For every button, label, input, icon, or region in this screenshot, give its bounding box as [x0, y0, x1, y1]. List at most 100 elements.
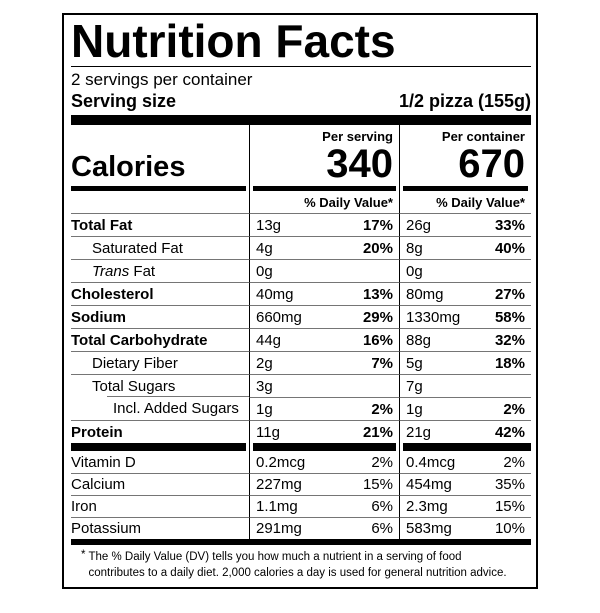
bar-segment [71, 443, 246, 451]
per-serving-dv: 7% [371, 354, 393, 372]
row-added-sugars: Incl. Added Sugars 1g 2% 1g 2% [71, 396, 531, 420]
per-serving-amount: 13g [256, 216, 282, 234]
per-container-amount: 8g [406, 239, 423, 257]
per-container-dv: 27% [494, 285, 525, 303]
calories-per-serving-value: 340 [326, 142, 393, 186]
serving-size-divider-bar [71, 115, 531, 125]
per-container-dv: 18% [494, 354, 525, 372]
row-saturated-fat: Saturated Fat 4g 20% 8g 40% [71, 236, 531, 259]
bar-segment [403, 443, 531, 451]
nutrient-name: Iron [71, 498, 97, 515]
per-serving-dv: 2% [371, 453, 393, 471]
per-serving-dv: 13% [362, 285, 393, 303]
title-divider [71, 66, 531, 67]
calories-underline-bar [71, 186, 246, 191]
nutrition-facts-label: Nutrition Facts 2 servings per container… [62, 13, 538, 589]
per-serving-amount: 11g [256, 423, 280, 441]
per-serving-amount: 44g [256, 331, 282, 349]
per-serving-dv: 2% [371, 400, 393, 418]
per-container-dv: 32% [494, 331, 525, 349]
per-serving-dv: 15% [362, 476, 393, 493]
per-serving-dv: 6% [371, 520, 393, 537]
calories-row: Calories Per serving 340 Per container 6… [71, 125, 531, 191]
per-serving-amount: 2g [256, 354, 273, 372]
per-serving-amount: 3g [256, 377, 273, 395]
row-dietary-fiber: Dietary Fiber 2g 7% 5g 18% [71, 351, 531, 374]
per-container-amount: 454mg [406, 476, 452, 493]
per-container-amount: 0.4mcg [406, 453, 456, 471]
per-serving-amount: 0g [256, 262, 273, 280]
nutrient-name: Potassium [71, 520, 142, 537]
per-container-amount: 80mg [406, 285, 444, 303]
calories-label: Calories [71, 151, 186, 183]
footnote-text: The % Daily Value (DV) tells you how muc… [88, 551, 507, 579]
per-serving-amount: 0.2mcg [256, 453, 306, 471]
nutrient-name: Cholesterol [71, 285, 154, 303]
per-container-header: Per container [441, 129, 525, 144]
nutrient-name: Total Carbohydrate [71, 331, 208, 349]
per-serving-amount: 1.1mg [256, 498, 298, 515]
per-serving-dv: 21% [362, 423, 393, 441]
per-container-dv: 42% [494, 423, 525, 441]
row-calcium: Calcium 227mg 15% 454mg 35% [71, 473, 531, 495]
per-serving-amount: 227mg [256, 476, 302, 493]
row-total-carbohydrate: Total Carbohydrate 44g 16% 88g 32% [71, 328, 531, 351]
nutrient-name: Calcium [71, 476, 126, 493]
per-container-amount: 7g [406, 377, 423, 395]
nutrient-name: Trans Fat [92, 262, 156, 280]
per-container-dv: 40% [494, 239, 525, 257]
servings-per-container: 2 servings per container [71, 70, 253, 89]
per-container-amount: 2.3mg [406, 498, 448, 515]
per-serving-amount: 4g [256, 239, 273, 257]
per-serving-amount: 291mg [256, 520, 302, 537]
per-container-dv: 2% [503, 400, 525, 418]
per-container-dv: 15% [494, 498, 525, 515]
calories-underline-bar [253, 186, 396, 191]
per-serving-dv: 29% [362, 308, 393, 326]
per-container-amount: 583mg [406, 520, 452, 537]
per-serving-amount: 660mg [256, 308, 302, 326]
per-serving-dv: 6% [371, 498, 393, 515]
nutrient-name: Saturated Fat [92, 239, 183, 257]
footnote: * The % Daily Value (DV) tells you how m… [71, 545, 531, 587]
per-container-amount: 26g [406, 216, 432, 234]
per-container-dv: 2% [503, 453, 525, 471]
daily-value-header: % Daily Value* [304, 194, 393, 210]
serving-size-row: Serving size 1/2 pizza (155g) [71, 90, 531, 115]
nutrient-name: Total Fat [71, 216, 133, 234]
serving-size-value: 1/2 pizza (155g) [398, 91, 531, 111]
per-serving-dv: 16% [362, 331, 393, 349]
nutrient-name: Incl. Added Sugars [113, 400, 239, 417]
nutrient-name: Vitamin D [71, 453, 136, 471]
nutrient-name: Dietary Fiber [92, 354, 178, 372]
row-protein: Protein 11g 21% 21g 42% [71, 420, 531, 443]
nutrient-name: Sodium [71, 308, 126, 326]
per-serving-dv: 20% [362, 239, 393, 257]
nutrient-name-italic: Trans [92, 262, 130, 280]
row-total-fat: Total Fat 13g 17% 26g 33% [71, 213, 531, 236]
calories-underline-bar [403, 186, 528, 191]
row-total-sugars: Total Sugars 3g 7g [71, 374, 531, 397]
daily-value-header: % Daily Value* [436, 194, 525, 210]
per-container-amount: 0g [406, 262, 423, 280]
per-serving-dv: 17% [362, 216, 393, 234]
footnote-divider-bar [71, 539, 531, 545]
serving-size-label: Serving size [71, 91, 177, 111]
per-container-amount: 1330mg [406, 308, 461, 326]
per-container-dv: 33% [494, 216, 525, 234]
row-trans-fat: Trans Fat 0g 0g [71, 259, 531, 282]
row-iron: Iron 1.1mg 6% 2.3mg 15% [71, 495, 531, 517]
per-container-amount: 5g [406, 354, 423, 372]
label-title: Nutrition Facts [71, 15, 396, 67]
bar-segment [253, 443, 396, 451]
daily-value-header-row: % Daily Value* % Daily Value* [71, 191, 531, 213]
nutrient-name: Protein [71, 423, 123, 441]
per-serving-amount: 1g [256, 400, 273, 418]
row-vitamin-d: Vitamin D 0.2mcg 2% 0.4mcg 2% [71, 451, 531, 473]
per-container-dv: 35% [494, 476, 525, 493]
per-container-amount: 1g [406, 400, 423, 418]
nutrition-table: Calories Per serving 340 Per container 6… [71, 125, 531, 539]
per-serving-header: Per serving [322, 129, 393, 144]
per-container-amount: 21g [406, 423, 432, 441]
per-container-amount: 88g [406, 331, 432, 349]
